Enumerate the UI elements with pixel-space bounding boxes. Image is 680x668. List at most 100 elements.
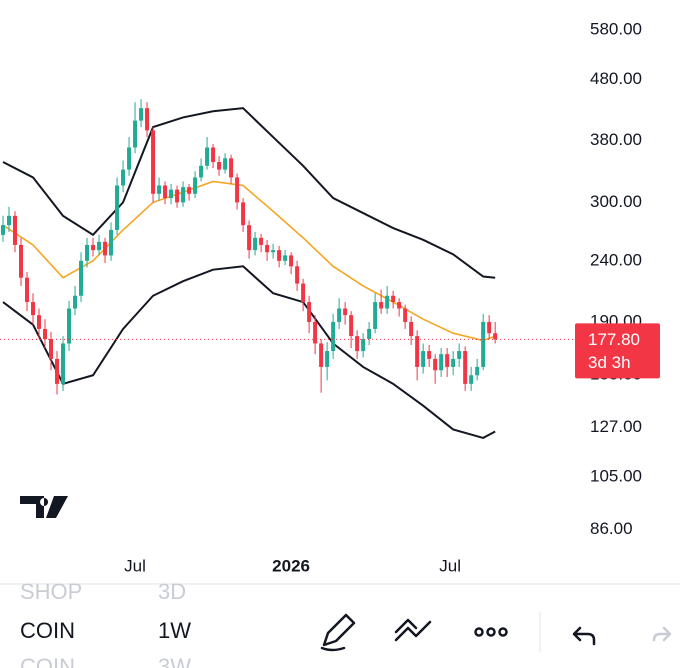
undo-icon[interactable]	[572, 626, 596, 646]
interval-label: 1W	[158, 618, 191, 643]
candle-body	[37, 315, 42, 329]
symbol-label[interactable]: SHOP	[20, 579, 82, 604]
candle-body	[487, 321, 492, 334]
price-badge-label: 177.80	[588, 330, 640, 349]
candle-body	[289, 255, 294, 267]
y-tick-label: 86.00	[590, 519, 633, 538]
candle-body	[247, 225, 252, 251]
indicators-icon[interactable]	[394, 618, 432, 642]
y-tick-label: 580.00	[590, 19, 642, 38]
x-tick-label: 2026	[272, 556, 310, 575]
band-line	[2, 107, 496, 279]
candle-body	[391, 295, 396, 303]
candle-body	[67, 308, 72, 344]
candle-body	[157, 185, 162, 194]
candle-body	[259, 237, 264, 245]
candle-body	[139, 108, 144, 121]
candle-body	[121, 169, 126, 186]
y-tick-label: 127.00	[590, 417, 642, 436]
candle-body	[169, 189, 174, 199]
more-icon	[498, 627, 508, 637]
candle-body	[355, 336, 360, 352]
symbol-label[interactable]: COIN	[20, 618, 75, 643]
y-tick-label: 300.00	[590, 192, 642, 211]
candle-body	[217, 162, 222, 170]
candle-body	[103, 241, 108, 256]
candle-body	[367, 328, 372, 340]
candle-body	[457, 351, 462, 359]
candle-body	[265, 244, 270, 253]
countdown-label: 3d 3h	[588, 353, 631, 372]
candle-body	[229, 158, 234, 178]
candle-body	[271, 250, 276, 253]
candle-body	[211, 147, 216, 163]
candle-body	[1, 225, 6, 235]
candle-body	[97, 241, 102, 251]
candle-body	[133, 120, 138, 148]
candle-body	[283, 255, 288, 261]
candle-body	[187, 187, 192, 194]
candle-body	[373, 302, 378, 329]
toolbar-icons	[320, 611, 672, 653]
candle-body	[307, 302, 312, 322]
candle-body	[7, 215, 12, 226]
candle-body	[433, 358, 438, 371]
candle-body	[199, 165, 204, 178]
candle-body	[13, 215, 18, 245]
x-tick-label: Jul	[124, 556, 146, 575]
symbol-label[interactable]: COIN	[20, 654, 75, 668]
candle-body	[19, 244, 24, 278]
toolbar-rows: SHOP 3D COIN 1W COIN 3W	[20, 579, 191, 668]
candle-body	[385, 295, 390, 309]
candle-body	[445, 354, 450, 367]
candle-body	[493, 333, 498, 340]
candle-body	[253, 237, 258, 251]
candle-body	[349, 315, 354, 337]
candle-body	[145, 108, 150, 131]
candle-body	[421, 351, 426, 367]
x-tick-label: Jul	[439, 556, 461, 575]
candle-body	[481, 321, 486, 367]
logo	[20, 496, 68, 518]
candle-body	[223, 158, 228, 170]
band-line	[2, 265, 496, 439]
candle-body	[181, 187, 186, 203]
candle-body	[49, 339, 54, 359]
draw-icon[interactable]	[320, 613, 356, 652]
y-tick-label: 480.00	[590, 69, 642, 88]
candle-body	[475, 366, 480, 376]
candle-body	[91, 244, 96, 251]
candle-body	[427, 351, 432, 359]
candle-body	[43, 328, 48, 340]
candle-body	[409, 321, 414, 337]
more-icon	[486, 627, 496, 637]
candle-body	[127, 147, 132, 170]
candle-body	[397, 302, 402, 309]
candle-body	[331, 321, 336, 352]
candle-body	[109, 229, 114, 256]
interval-label: 3D	[158, 579, 186, 604]
candle-body	[73, 295, 78, 309]
candle-body	[469, 375, 474, 384]
candle-body	[61, 343, 66, 384]
candle-body	[463, 351, 468, 384]
candle-body	[31, 302, 36, 316]
candle-body	[295, 266, 300, 284]
candle-body	[415, 336, 420, 367]
candle-body	[277, 250, 282, 261]
redo-icon[interactable]	[652, 626, 672, 642]
more-icon[interactable]	[474, 627, 484, 637]
candle-body	[379, 302, 384, 309]
candle-body	[403, 308, 408, 322]
price-badge	[575, 323, 660, 379]
candle-body	[115, 185, 120, 230]
candle-body	[451, 358, 456, 367]
plot	[0, 99, 575, 439]
candle-body	[85, 244, 90, 261]
candle-body	[193, 177, 198, 194]
candle-body	[175, 189, 180, 203]
candle-body	[361, 339, 366, 352]
candle-body	[55, 358, 60, 384]
candle-body	[337, 308, 342, 322]
candle-body	[313, 321, 318, 344]
